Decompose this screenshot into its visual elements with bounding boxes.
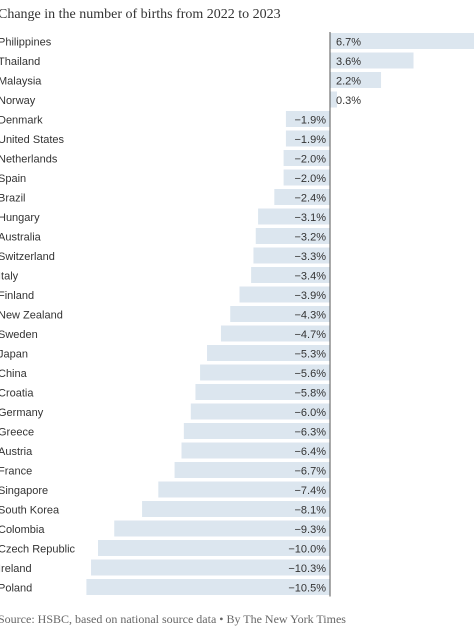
country-label: Philippines (0, 37, 52, 49)
value-label: 6.7% (336, 37, 361, 49)
bar (230, 306, 330, 322)
value-label: −5.6% (295, 368, 327, 380)
value-label: −1.9% (295, 115, 327, 127)
country-label: New Zealand (0, 310, 63, 322)
bar (283, 169, 330, 186)
value-label: −6.7% (295, 466, 327, 478)
bar (330, 33, 474, 49)
bar (330, 52, 414, 69)
country-label: Malaysia (0, 76, 42, 88)
value-label: −10.5% (288, 583, 326, 595)
value-label: −5.3% (295, 349, 327, 361)
bar (255, 228, 330, 244)
value-label: −6.4% (295, 446, 327, 458)
value-label: −3.3% (295, 251, 327, 263)
country-label: Switzerland (0, 251, 55, 263)
bar (330, 91, 337, 108)
bar (330, 72, 382, 88)
bar (98, 540, 330, 556)
country-label: Germany (0, 407, 44, 419)
bar (200, 364, 330, 381)
bar (91, 559, 330, 576)
bar (239, 286, 330, 303)
bar (251, 267, 330, 283)
country-label: Greece (0, 427, 34, 439)
value-label: −10.0% (288, 544, 326, 556)
country-label: Australia (0, 232, 42, 244)
value-label: −6.0% (295, 407, 327, 419)
bar (114, 520, 331, 537)
bar (86, 579, 331, 595)
value-label: −6.3% (295, 427, 327, 439)
country-label: France (0, 466, 32, 478)
bar (181, 442, 330, 459)
bar (274, 189, 330, 205)
country-label: Poland (0, 583, 32, 595)
country-label: Singapore (0, 485, 48, 497)
bar (253, 247, 330, 264)
bar (142, 501, 330, 517)
value-label: −7.4% (295, 485, 327, 497)
value-label: −8.1% (295, 505, 327, 517)
bar (285, 111, 330, 127)
country-label: Croatia (0, 388, 34, 400)
country-label: Ireland (0, 563, 32, 575)
bar (283, 150, 330, 166)
bar (285, 130, 330, 147)
bar (258, 208, 330, 225)
country-label: Thailand (0, 56, 40, 68)
country-label: Brazil (0, 193, 26, 205)
value-label: 3.6% (336, 56, 361, 68)
value-label: −10.3% (288, 563, 326, 575)
value-label: −1.9% (295, 134, 327, 146)
value-label: −3.2% (295, 232, 327, 244)
value-label: −3.1% (295, 212, 327, 224)
country-label: Colombia (0, 524, 45, 536)
country-label: Italy (0, 271, 19, 283)
bar (207, 345, 330, 361)
chart-source: Source: HSBC, based on national source d… (0, 612, 346, 626)
bar (220, 325, 330, 342)
value-label: −4.7% (295, 329, 327, 341)
country-label: Hungary (0, 212, 40, 224)
country-label: Finland (0, 290, 34, 302)
country-label: Spain (0, 173, 26, 185)
value-label: −3.9% (295, 290, 327, 302)
bar (174, 462, 330, 478)
value-label: −2.0% (295, 154, 327, 166)
country-label: United States (0, 134, 65, 146)
value-label: −3.4% (295, 271, 327, 283)
value-label: −2.4% (295, 193, 327, 205)
country-label: Austria (0, 446, 33, 458)
country-label: South Korea (0, 505, 60, 517)
bar (195, 384, 330, 400)
country-label: China (0, 368, 28, 380)
value-label: −9.3% (295, 524, 327, 536)
country-label: Denmark (0, 115, 43, 127)
bar (190, 403, 330, 420)
bar (183, 423, 330, 439)
country-label: Czech Republic (0, 544, 76, 556)
value-label: −2.0% (295, 173, 327, 185)
country-label: Netherlands (0, 154, 58, 166)
value-label: −4.3% (295, 310, 327, 322)
value-label: −5.8% (295, 388, 327, 400)
bar (158, 481, 330, 498)
value-label: 0.3% (336, 95, 361, 107)
country-label: Japan (0, 349, 28, 361)
value-label: 2.2% (336, 76, 361, 88)
country-label: Sweden (0, 329, 38, 341)
chart-title: Change in the number of births from 2022… (0, 7, 281, 22)
country-label: Norway (0, 95, 36, 107)
